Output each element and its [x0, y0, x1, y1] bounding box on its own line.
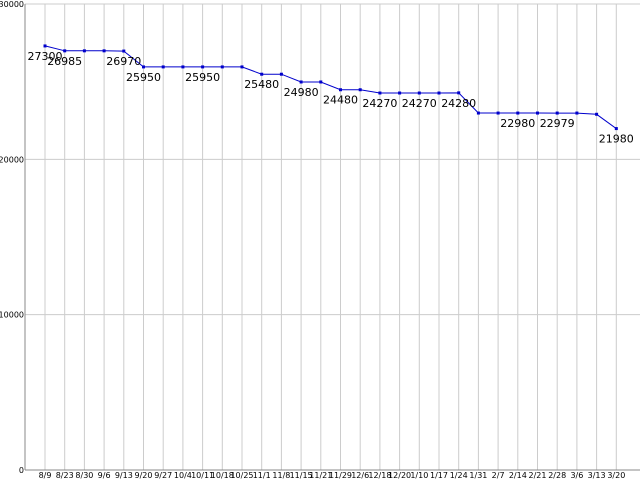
data-point — [260, 72, 264, 76]
x-tick-label: 9/6 — [98, 471, 111, 480]
data-label: 27300 — [28, 50, 63, 63]
data-point — [122, 49, 126, 53]
x-tick-label: 10/18 — [211, 471, 234, 480]
x-tick-label: 8/23 — [56, 471, 74, 480]
x-tick-label: 2/28 — [548, 471, 566, 480]
x-tick-label: 12/6 — [351, 471, 369, 480]
grid-lines — [25, 3, 640, 471]
x-tick-label: 10/4 — [174, 471, 192, 480]
data-point — [161, 65, 165, 69]
x-tick-label: 11/21 — [309, 471, 332, 480]
data-point — [142, 65, 145, 69]
y-tick-label: 10000 — [0, 311, 24, 320]
data-point — [319, 80, 323, 84]
x-tick-label: 11/1 — [253, 471, 271, 480]
data-label: 24270 — [402, 97, 437, 110]
axes — [24, 4, 640, 471]
x-tick-labels: 8/9 8/23 8/30 9/6 9/13 9/20 9/27 10/4 10/1110/18… — [39, 471, 626, 480]
data-point — [181, 65, 185, 69]
x-tick-label: 2/7 — [492, 471, 505, 480]
y-tick-label: 0 — [19, 466, 24, 475]
x-tick-label: 8/30 — [75, 471, 93, 480]
data-point — [516, 111, 520, 115]
x-tick-label: 9/27 — [154, 471, 172, 480]
x-tick-label: 11/15 — [290, 471, 313, 480]
data-label: 24980 — [284, 86, 319, 99]
data-point — [536, 111, 539, 115]
data-point — [398, 91, 402, 95]
data-point — [555, 111, 559, 115]
x-tick-label: 3/20 — [607, 471, 625, 480]
x-tick-label: 2/21 — [529, 471, 547, 480]
x-tick-label: 1/10 — [410, 471, 428, 480]
data-label: 26985 — [47, 55, 82, 68]
data-point — [240, 65, 244, 69]
series-points — [43, 44, 618, 131]
data-point — [614, 127, 618, 131]
data-point — [575, 111, 579, 115]
data-point — [476, 111, 480, 115]
x-tick-label: 12/18 — [368, 471, 391, 480]
data-point — [417, 91, 421, 95]
data-point — [378, 91, 382, 95]
data-point — [63, 49, 67, 53]
data-point — [43, 44, 47, 48]
data-label: 26970 — [106, 55, 141, 68]
data-point — [339, 88, 342, 92]
data-point — [299, 80, 303, 84]
x-tick-label: 9/13 — [115, 471, 133, 480]
data-point — [437, 91, 441, 95]
data-label: 25950 — [126, 71, 161, 84]
x-tick-label: 1/17 — [430, 471, 448, 480]
data-point — [358, 88, 362, 92]
y-tick-label: 20000 — [0, 155, 24, 164]
x-tick-label: 9/20 — [135, 471, 153, 480]
data-point — [82, 49, 86, 53]
data-point — [595, 112, 599, 116]
data-label: 24280 — [441, 97, 476, 110]
x-tick-label: 3/6 — [570, 471, 583, 480]
data-point — [201, 65, 205, 69]
x-tick-label: 10/11 — [191, 471, 214, 480]
x-tick-label: 11/29 — [329, 471, 352, 480]
series-line — [44, 45, 617, 130]
x-tick-label: 1/24 — [450, 471, 468, 480]
x-tick-label: 3/13 — [588, 471, 606, 480]
x-tick-label: 10/25 — [230, 471, 253, 480]
data-label: 22979 — [540, 117, 575, 130]
data-label: 22980 — [500, 117, 535, 130]
data-label: 24480 — [323, 94, 358, 107]
y-tick-label: 30000 — [0, 0, 24, 9]
x-tick-label: 1/31 — [469, 471, 487, 480]
data-point — [457, 91, 461, 95]
x-tick-label: 8/9 — [39, 471, 52, 480]
data-point — [102, 49, 106, 53]
series-polyline — [44, 45, 617, 130]
data-label: 25950 — [185, 71, 220, 84]
data-point — [496, 111, 500, 115]
data-point — [220, 65, 224, 69]
x-tick-label: 11/8 — [272, 471, 290, 480]
data-point — [279, 72, 283, 76]
data-label: 21980 — [599, 133, 634, 146]
x-tick-label: 2/14 — [509, 471, 527, 480]
x-tick-label: 12/20 — [388, 471, 411, 480]
y-tick-labels: 0 10000 20000 30000 — [0, 0, 24, 475]
data-label: 24270 — [362, 97, 397, 110]
data-label: 25480 — [244, 78, 279, 91]
